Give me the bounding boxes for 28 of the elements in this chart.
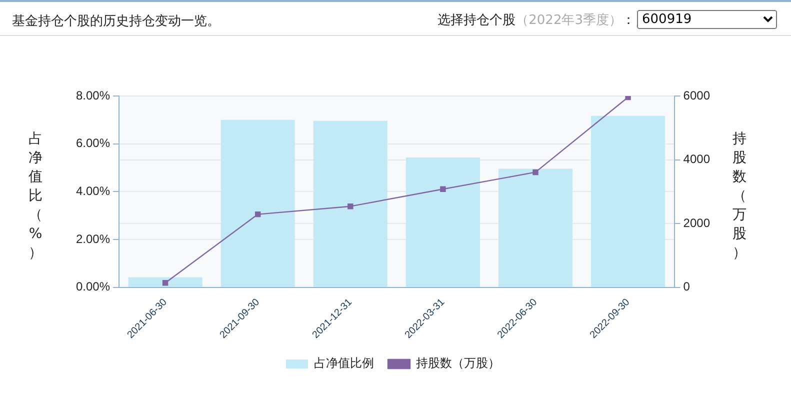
y-tick-label: 4.00% [76,184,110,198]
y-tick-label: 0.00% [76,280,110,294]
y2-tick-label: 2000 [683,216,710,230]
y2-axis-title: 持股数（万股） [732,130,747,263]
point [625,96,631,100]
y-axis-title: 占净值比（%） [28,130,43,263]
legend-label: 占净值比例 [314,356,374,370]
point [440,186,446,192]
point [162,280,168,286]
y2-tick-label: 4000 [683,152,710,166]
point [348,203,354,210]
bar [591,116,666,287]
y2-tick-label: 6000 [683,88,710,102]
y-tick-label: 8.00% [76,88,110,102]
bar [406,157,480,287]
point [254,211,261,218]
bar [220,120,295,287]
bar [313,120,388,287]
bar [498,168,573,287]
legend-label: 持股数（万股） [416,356,500,370]
y2-tick-label: 0 [683,280,690,294]
point [532,169,538,176]
chart-title: 基金持仓个股的历史持仓变动一览。 [12,13,220,30]
stock-select[interactable]: 600919 [637,10,777,29]
y-tick-label: 2.00% [76,232,110,246]
text: 选择持仓个股（2022年3季度）： [438,12,635,28]
bar [128,277,202,287]
y-tick-label: 6.00% [76,136,110,150]
